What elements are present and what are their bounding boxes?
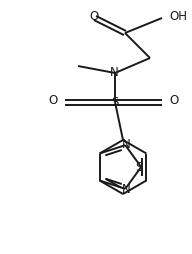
Text: OH: OH bbox=[169, 10, 187, 24]
Text: O: O bbox=[49, 94, 58, 107]
Text: S: S bbox=[111, 96, 119, 108]
Text: S: S bbox=[136, 161, 143, 173]
Text: N: N bbox=[122, 138, 131, 151]
Text: O: O bbox=[169, 94, 178, 107]
Text: O: O bbox=[89, 10, 99, 24]
Text: N: N bbox=[122, 183, 131, 196]
Text: N: N bbox=[110, 67, 118, 80]
